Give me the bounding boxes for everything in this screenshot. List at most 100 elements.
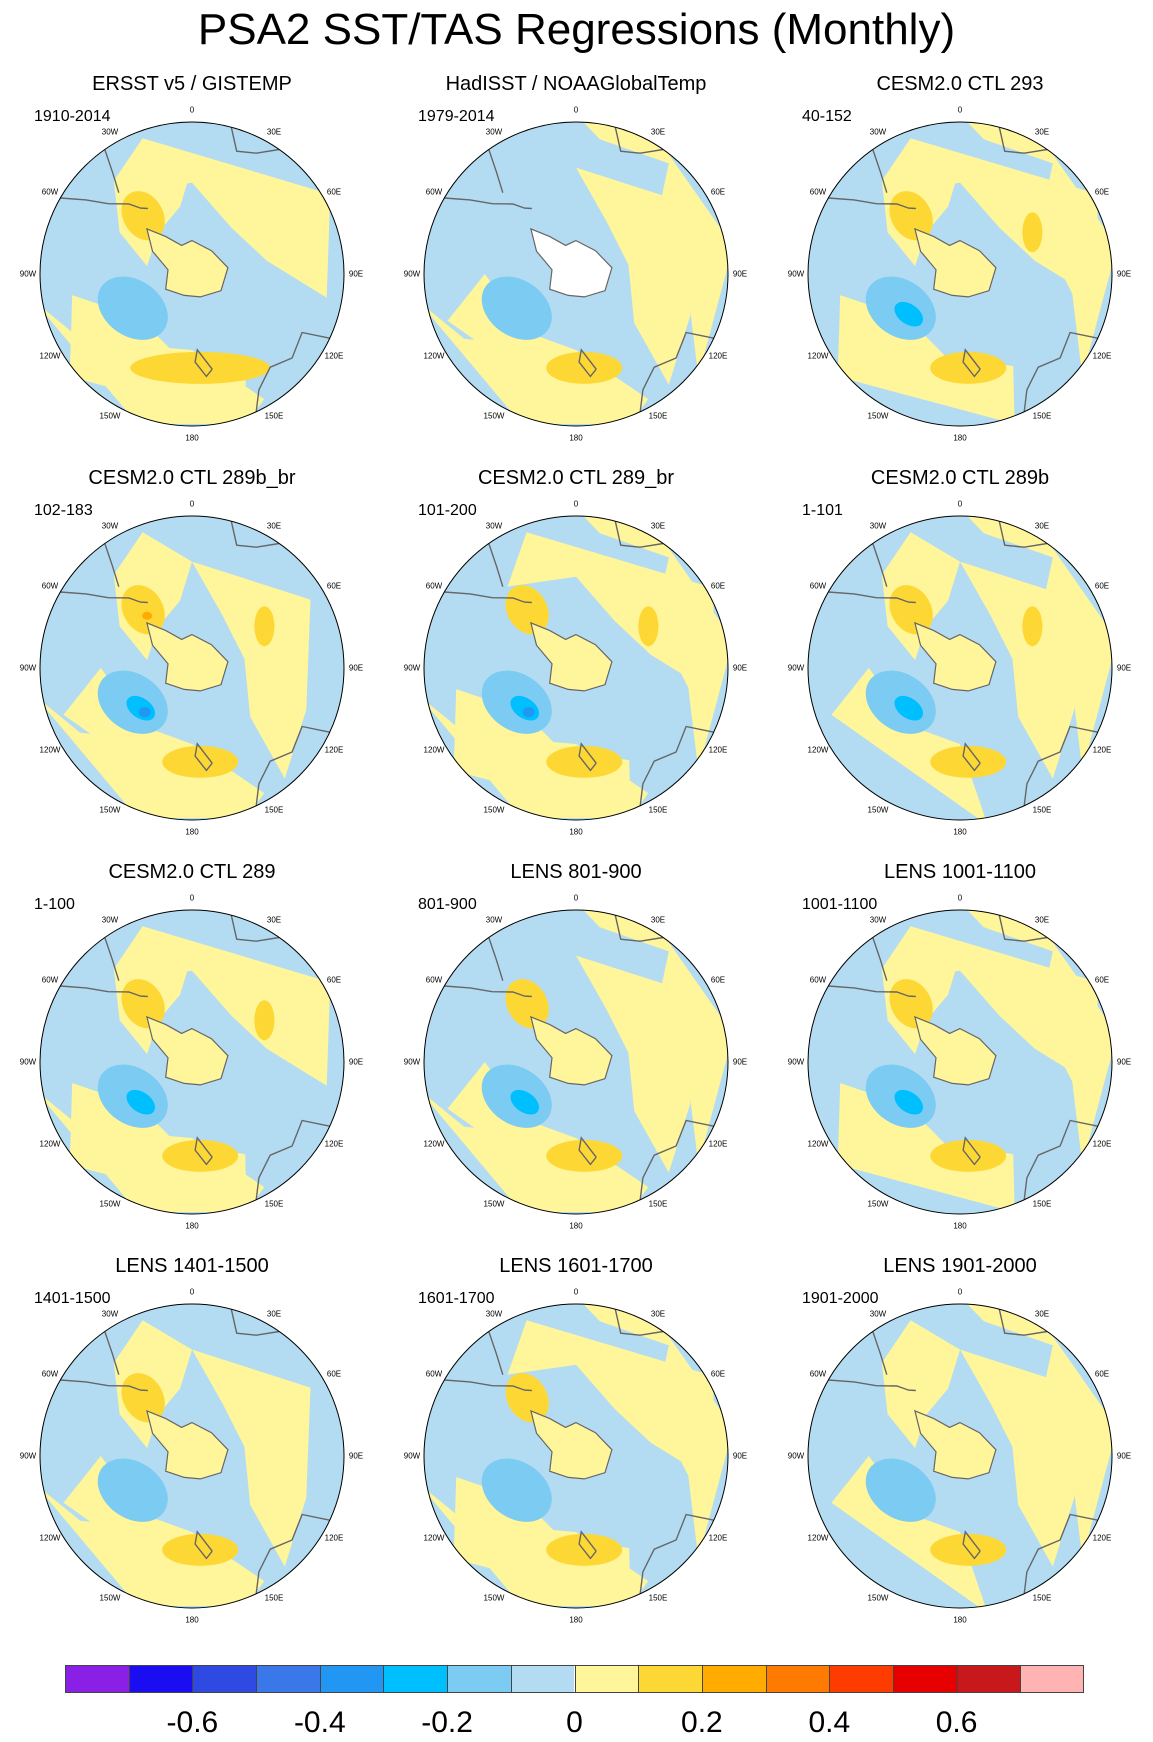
longitude-label: 60E xyxy=(710,187,726,197)
longitude-label: 0 xyxy=(957,499,963,509)
longitude-label: 90E xyxy=(348,269,364,279)
longitude-label: 150W xyxy=(483,805,505,815)
longitude-label: 30E xyxy=(650,127,666,137)
longitude-label: 30W xyxy=(869,1309,887,1319)
longitude-label: 120W xyxy=(423,1533,445,1543)
longitude-label: 90E xyxy=(1116,663,1132,673)
longitude-label: 0 xyxy=(189,1287,195,1297)
longitude-label: 90E xyxy=(348,1451,364,1461)
panel-title: LENS 801-900 xyxy=(510,861,642,883)
longitude-label: 90W xyxy=(19,1057,37,1067)
longitude-label: 150E xyxy=(264,1199,284,1209)
polar-map xyxy=(422,908,730,1216)
longitude-label: 120E xyxy=(708,1139,728,1149)
longitude-label: 180 xyxy=(569,433,583,443)
polar-map xyxy=(38,1302,346,1610)
longitude-label: 0 xyxy=(189,499,195,509)
panel-period: 102-183 xyxy=(34,502,93,519)
longitude-label: 90E xyxy=(348,663,364,673)
longitude-label: 150E xyxy=(1032,805,1052,815)
longitude-label: 30E xyxy=(266,915,282,925)
polar-map xyxy=(806,1302,1114,1610)
polar-map xyxy=(422,120,730,428)
longitude-label: 150E xyxy=(1032,1199,1052,1209)
map-panel: CESM2.0 CTL 289_br 101-200 0 30E 60E 90E 120E 1… xyxy=(384,458,768,851)
longitude-label: 120E xyxy=(708,1533,728,1543)
polar-map xyxy=(806,120,1114,428)
page-title: PSA2 SST/TAS Regressions (Monthly) xyxy=(197,5,956,54)
longitude-label: 60E xyxy=(1094,975,1110,985)
colorbar-swatch xyxy=(892,1665,957,1693)
colorbar-swatch xyxy=(447,1665,511,1693)
longitude-label: 120W xyxy=(807,351,829,361)
longitude-label: 120E xyxy=(708,351,728,361)
longitude-label: 90W xyxy=(403,1451,421,1461)
longitude-label: 30W xyxy=(101,521,119,531)
longitude-label: 120W xyxy=(807,745,829,755)
colorbar-swatch xyxy=(1020,1665,1084,1693)
colorbar-tick-label: 0.2 xyxy=(681,1706,723,1739)
longitude-label: 150E xyxy=(648,1199,668,1209)
colorbar-swatch xyxy=(829,1665,893,1693)
colorbar-swatch xyxy=(65,1665,129,1693)
longitude-label: 180 xyxy=(953,1615,967,1625)
longitude-label: 150W xyxy=(867,411,889,421)
colorbar-swatch xyxy=(192,1665,257,1693)
longitude-label: 60W xyxy=(425,975,443,985)
longitude-label: 60E xyxy=(1094,1369,1110,1379)
longitude-label: 180 xyxy=(953,433,967,443)
colorbar-tick-label: -0.6 xyxy=(166,1706,219,1739)
longitude-label: 120W xyxy=(423,1139,445,1149)
polar-map xyxy=(38,514,346,822)
map-panel: CESM2.0 CTL 289b 1-101 0 30E 60E 90E 120E 150E 1… xyxy=(768,458,1152,851)
longitude-label: 60E xyxy=(1094,187,1110,197)
longitude-label: 90W xyxy=(787,1451,805,1461)
longitude-label: 30W xyxy=(869,521,887,531)
longitude-label: 120E xyxy=(1092,1533,1112,1543)
panel-title: LENS 1601-1700 xyxy=(499,1255,653,1277)
longitude-label: 150W xyxy=(867,805,889,815)
longitude-label: 60W xyxy=(41,1369,59,1379)
longitude-label: 60E xyxy=(326,975,342,985)
longitude-label: 120E xyxy=(1092,351,1112,361)
map-panel: ERSST v5 / GISTEMP 1910-2014 0 30E 60E 90E 120… xyxy=(0,64,384,457)
map-panel: CESM2.0 CTL 293 40-152 0 30E 60E 90E 120E 150E 1… xyxy=(768,64,1152,457)
map-panel: LENS 1401-1500 1401-1500 0 30E 60E 90E 120E 150… xyxy=(0,1246,384,1639)
panel-period: 1001-1100 xyxy=(802,896,878,913)
longitude-label: 180 xyxy=(185,1221,199,1231)
longitude-label: 90E xyxy=(1116,1057,1132,1067)
longitude-label: 60E xyxy=(326,1369,342,1379)
colorbar-swatch xyxy=(701,1665,766,1693)
longitude-label: 150W xyxy=(99,411,121,421)
panel-title: LENS 1401-1500 xyxy=(115,1255,269,1277)
longitude-label: 150E xyxy=(648,411,668,421)
panel-period: 1-100 xyxy=(34,896,75,913)
longitude-label: 30E xyxy=(266,127,282,137)
longitude-label: 60E xyxy=(710,975,726,985)
longitude-label: 150E xyxy=(1032,1593,1052,1603)
longitude-label: 150W xyxy=(867,1199,889,1209)
longitude-label: 120W xyxy=(39,1139,61,1149)
colorbar-swatch xyxy=(383,1665,448,1693)
longitude-label: 120E xyxy=(708,745,728,755)
colorbar-swatch xyxy=(319,1665,384,1693)
colorbar-swatch xyxy=(128,1665,193,1693)
map-panel: LENS 1001-1100 1001-1100 0 30E 60E 90E 120E 150… xyxy=(768,852,1152,1245)
panel-period: 1401-1500 xyxy=(34,1290,111,1307)
longitude-label: 180 xyxy=(185,827,199,837)
panel-title: CESM2.0 CTL 289_br xyxy=(477,467,674,489)
longitude-label: 30E xyxy=(1034,521,1050,531)
longitude-label: 90W xyxy=(787,663,805,673)
longitude-label: 180 xyxy=(569,827,583,837)
longitude-label: 150E xyxy=(264,805,284,815)
longitude-label: 60W xyxy=(425,1369,443,1379)
colorbar-tick-label: -0.2 xyxy=(421,1706,473,1739)
longitude-label: 30E xyxy=(650,1309,666,1319)
longitude-label: 0 xyxy=(957,893,963,903)
longitude-label: 90W xyxy=(403,663,421,673)
colorbar-swatch xyxy=(956,1665,1021,1693)
longitude-label: 120W xyxy=(807,1533,829,1543)
longitude-label: 0 xyxy=(957,105,963,115)
longitude-label: 90E xyxy=(1116,269,1132,279)
longitude-label: 120E xyxy=(324,1139,344,1149)
